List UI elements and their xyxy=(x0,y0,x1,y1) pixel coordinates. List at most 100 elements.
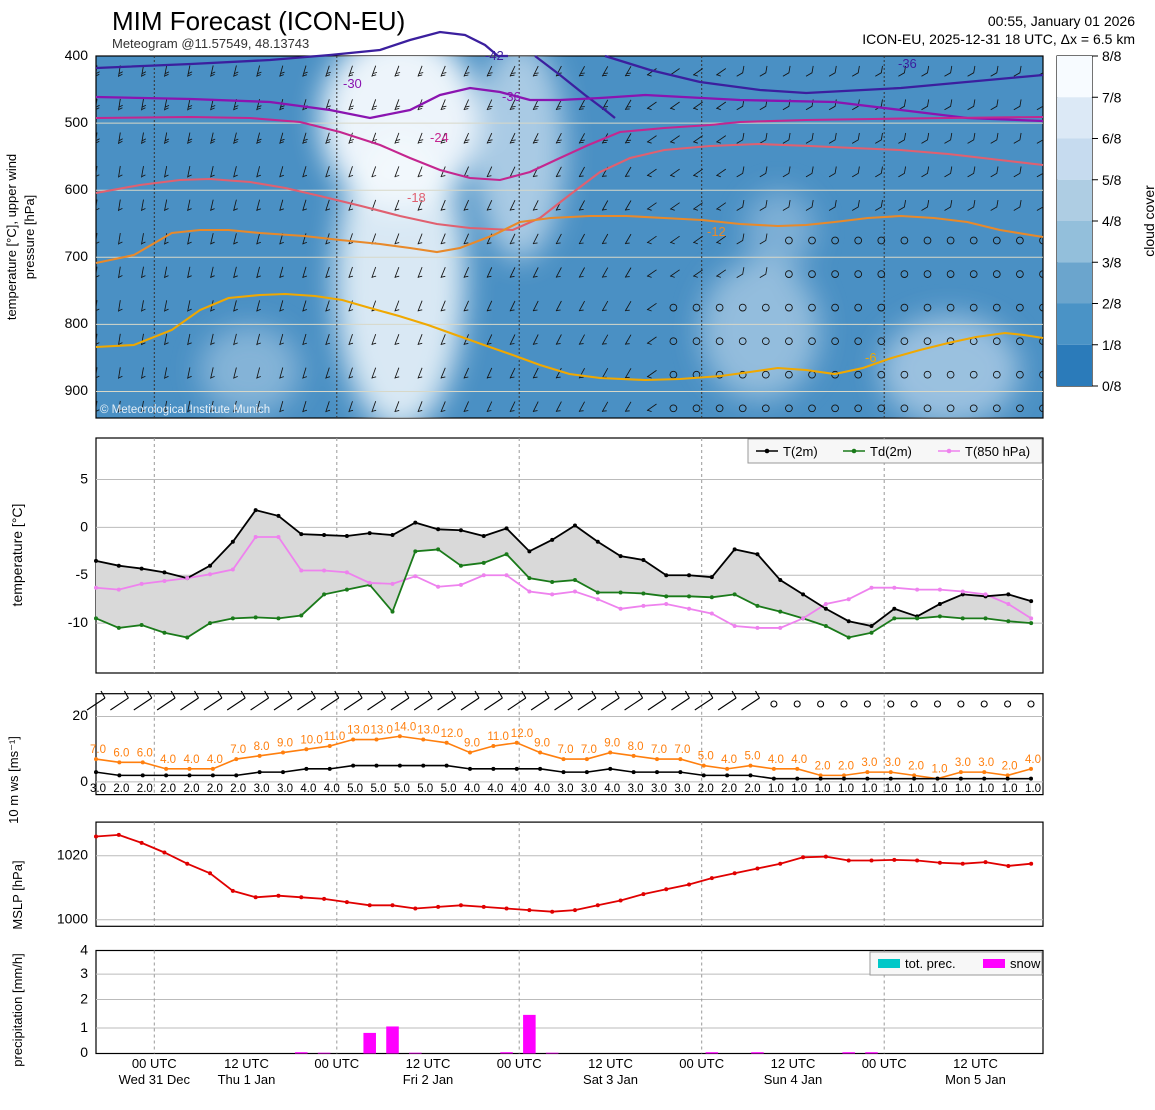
svg-text:1.0: 1.0 xyxy=(1025,783,1041,795)
svg-text:-6: -6 xyxy=(865,350,877,365)
svg-text:4: 4 xyxy=(80,942,88,958)
svg-text:8/8: 8/8 xyxy=(1102,48,1122,64)
svg-text:1: 1 xyxy=(80,1019,88,1035)
svg-text:4.0: 4.0 xyxy=(184,754,200,766)
svg-text:1.0: 1.0 xyxy=(768,783,784,795)
svg-text:temperature [°C]: temperature [°C] xyxy=(9,504,25,607)
svg-text:temperature [°C], upper wind: temperature [°C], upper wind xyxy=(4,154,19,320)
svg-text:5.0: 5.0 xyxy=(417,783,433,795)
svg-text:00 UTC: 00 UTC xyxy=(679,1056,724,1071)
svg-text:4.0: 4.0 xyxy=(721,754,737,766)
svg-text:9.0: 9.0 xyxy=(277,738,293,750)
svg-text:3.0: 3.0 xyxy=(955,757,971,769)
svg-text:8.0: 8.0 xyxy=(254,741,270,753)
svg-text:0: 0 xyxy=(80,773,88,789)
svg-text:12 UTC: 12 UTC xyxy=(588,1056,633,1071)
svg-text:2.0: 2.0 xyxy=(745,783,761,795)
svg-text:4.0: 4.0 xyxy=(300,783,316,795)
svg-text:5.0: 5.0 xyxy=(745,751,761,763)
svg-text:1.0: 1.0 xyxy=(908,783,924,795)
svg-text:7/8: 7/8 xyxy=(1102,89,1122,105)
svg-text:T(850 hPa): T(850 hPa) xyxy=(965,444,1030,459)
svg-text:13.0: 13.0 xyxy=(371,725,393,737)
svg-text:10 m ws [ms⁻¹]: 10 m ws [ms⁻¹] xyxy=(6,736,21,824)
svg-text:1020: 1020 xyxy=(57,847,88,863)
svg-text:4/8: 4/8 xyxy=(1102,213,1122,229)
svg-text:-24: -24 xyxy=(430,130,449,145)
svg-text:-12: -12 xyxy=(707,224,726,239)
svg-text:8.0: 8.0 xyxy=(628,741,644,753)
svg-text:3/8: 3/8 xyxy=(1102,254,1122,270)
svg-text:4.0: 4.0 xyxy=(1025,754,1041,766)
svg-text:-5: -5 xyxy=(76,566,89,582)
svg-text:-10: -10 xyxy=(68,614,88,630)
svg-text:13.0: 13.0 xyxy=(417,725,439,737)
svg-text:Sun 4 Jan: Sun 4 Jan xyxy=(764,1072,823,1087)
svg-text:900: 900 xyxy=(65,382,89,398)
svg-text:Fri 2 Jan: Fri 2 Jan xyxy=(403,1072,454,1087)
svg-text:7.0: 7.0 xyxy=(651,744,667,756)
svg-text:Wed 31 Dec: Wed 31 Dec xyxy=(119,1072,191,1087)
svg-text:14.0: 14.0 xyxy=(394,721,416,733)
svg-text:3.0: 3.0 xyxy=(558,783,574,795)
svg-text:-42: -42 xyxy=(485,48,504,63)
svg-text:0: 0 xyxy=(80,518,88,534)
svg-text:Sat 3 Jan: Sat 3 Jan xyxy=(583,1072,638,1087)
svg-text:2/8: 2/8 xyxy=(1102,296,1122,312)
svg-text:-36: -36 xyxy=(898,56,917,71)
svg-text:4.0: 4.0 xyxy=(791,754,807,766)
svg-text:MIM Forecast (ICON-EU): MIM Forecast (ICON-EU) xyxy=(112,6,405,36)
svg-text:tot. prec.: tot. prec. xyxy=(905,956,956,971)
svg-text:7.0: 7.0 xyxy=(581,744,597,756)
svg-text:5/8: 5/8 xyxy=(1102,172,1122,188)
svg-text:10.0: 10.0 xyxy=(300,734,322,746)
svg-text:1.0: 1.0 xyxy=(815,783,831,795)
svg-text:2.0: 2.0 xyxy=(137,783,153,795)
svg-text:2.0: 2.0 xyxy=(184,783,200,795)
svg-text:4.0: 4.0 xyxy=(207,754,223,766)
svg-text:6/8: 6/8 xyxy=(1102,131,1122,147)
svg-text:2.0: 2.0 xyxy=(230,783,246,795)
svg-text:-30: -30 xyxy=(343,76,362,91)
svg-text:Thu 1 Jan: Thu 1 Jan xyxy=(218,1072,276,1087)
svg-text:5.0: 5.0 xyxy=(371,783,387,795)
svg-text:12.0: 12.0 xyxy=(441,728,463,740)
svg-text:4.0: 4.0 xyxy=(464,783,480,795)
svg-text:12 UTC: 12 UTC xyxy=(224,1056,269,1071)
svg-text:00 UTC: 00 UTC xyxy=(314,1056,359,1071)
svg-text:-36: -36 xyxy=(502,89,521,104)
svg-text:3.0: 3.0 xyxy=(581,783,597,795)
svg-text:1.0: 1.0 xyxy=(932,783,948,795)
svg-text:pressure [hPa]: pressure [hPa] xyxy=(22,195,37,280)
svg-text:20: 20 xyxy=(72,707,88,723)
svg-text:00:55, January 01 2026: 00:55, January 01 2026 xyxy=(988,13,1135,29)
svg-text:12.0: 12.0 xyxy=(511,728,533,740)
svg-text:0/8: 0/8 xyxy=(1102,378,1122,394)
svg-text:800: 800 xyxy=(65,315,89,331)
svg-text:3: 3 xyxy=(80,965,88,981)
svg-text:9.0: 9.0 xyxy=(464,738,480,750)
svg-text:1.0: 1.0 xyxy=(1002,783,1018,795)
svg-text:7.0: 7.0 xyxy=(558,744,574,756)
svg-text:3.0: 3.0 xyxy=(628,783,644,795)
svg-text:500: 500 xyxy=(65,114,89,130)
svg-text:5.0: 5.0 xyxy=(441,783,457,795)
svg-text:1.0: 1.0 xyxy=(955,783,971,795)
svg-text:-18: -18 xyxy=(407,190,426,205)
svg-text:7.0: 7.0 xyxy=(90,744,106,756)
svg-text:5.0: 5.0 xyxy=(698,751,714,763)
svg-text:400: 400 xyxy=(65,47,89,63)
svg-text:2.0: 2.0 xyxy=(838,760,854,772)
svg-text:00 UTC: 00 UTC xyxy=(497,1056,542,1071)
svg-text:4.0: 4.0 xyxy=(511,783,527,795)
svg-text:11.0: 11.0 xyxy=(324,731,346,743)
svg-text:2.0: 2.0 xyxy=(160,783,176,795)
svg-text:6.0: 6.0 xyxy=(137,747,153,759)
svg-text:cloud cover: cloud cover xyxy=(1141,185,1155,257)
svg-text:5.0: 5.0 xyxy=(394,783,410,795)
svg-text:4.0: 4.0 xyxy=(487,783,503,795)
svg-text:700: 700 xyxy=(65,248,89,264)
svg-text:1.0: 1.0 xyxy=(885,783,901,795)
svg-text:9.0: 9.0 xyxy=(604,738,620,750)
svg-text:4.0: 4.0 xyxy=(604,783,620,795)
